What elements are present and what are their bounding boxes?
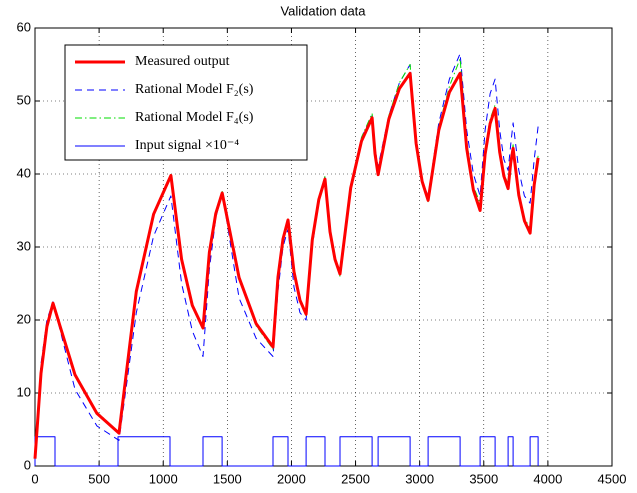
x-tick-label: 1000 xyxy=(149,471,178,486)
series-line xyxy=(34,436,539,467)
series-line xyxy=(34,53,539,459)
x-tick-label: 3500 xyxy=(469,471,498,486)
legend-label: Measured output xyxy=(135,54,230,69)
x-tick-label: 2000 xyxy=(277,471,306,486)
y-tick-label: 0 xyxy=(24,457,31,472)
x-tick-label: 0 xyxy=(31,471,38,486)
legend-label: Rational Model F₂(s) xyxy=(135,82,254,97)
x-tick-label: 500 xyxy=(88,471,110,486)
y-tick-label: 40 xyxy=(17,165,31,180)
legend-box xyxy=(64,44,308,161)
y-tick-label: 30 xyxy=(17,238,31,253)
series-line xyxy=(33,71,540,459)
x-tick-label: 4500 xyxy=(598,471,627,486)
x-tick-label: 3000 xyxy=(405,471,434,486)
chart-title: Validation data xyxy=(280,3,366,18)
legend-label: Input signal ×10⁻⁴ xyxy=(135,138,239,153)
y-tick-label: 50 xyxy=(17,92,31,107)
x-tick-label: 4000 xyxy=(533,471,562,486)
y-tick-label: 10 xyxy=(17,384,31,399)
x-tick-label: 2500 xyxy=(341,471,370,486)
legend-label: Rational Model F₄(s) xyxy=(135,110,254,125)
x-tick-label: 1500 xyxy=(213,471,242,486)
y-tick-label: 20 xyxy=(17,311,31,326)
y-tick-label: 60 xyxy=(17,19,31,34)
plot-frame xyxy=(34,27,613,467)
